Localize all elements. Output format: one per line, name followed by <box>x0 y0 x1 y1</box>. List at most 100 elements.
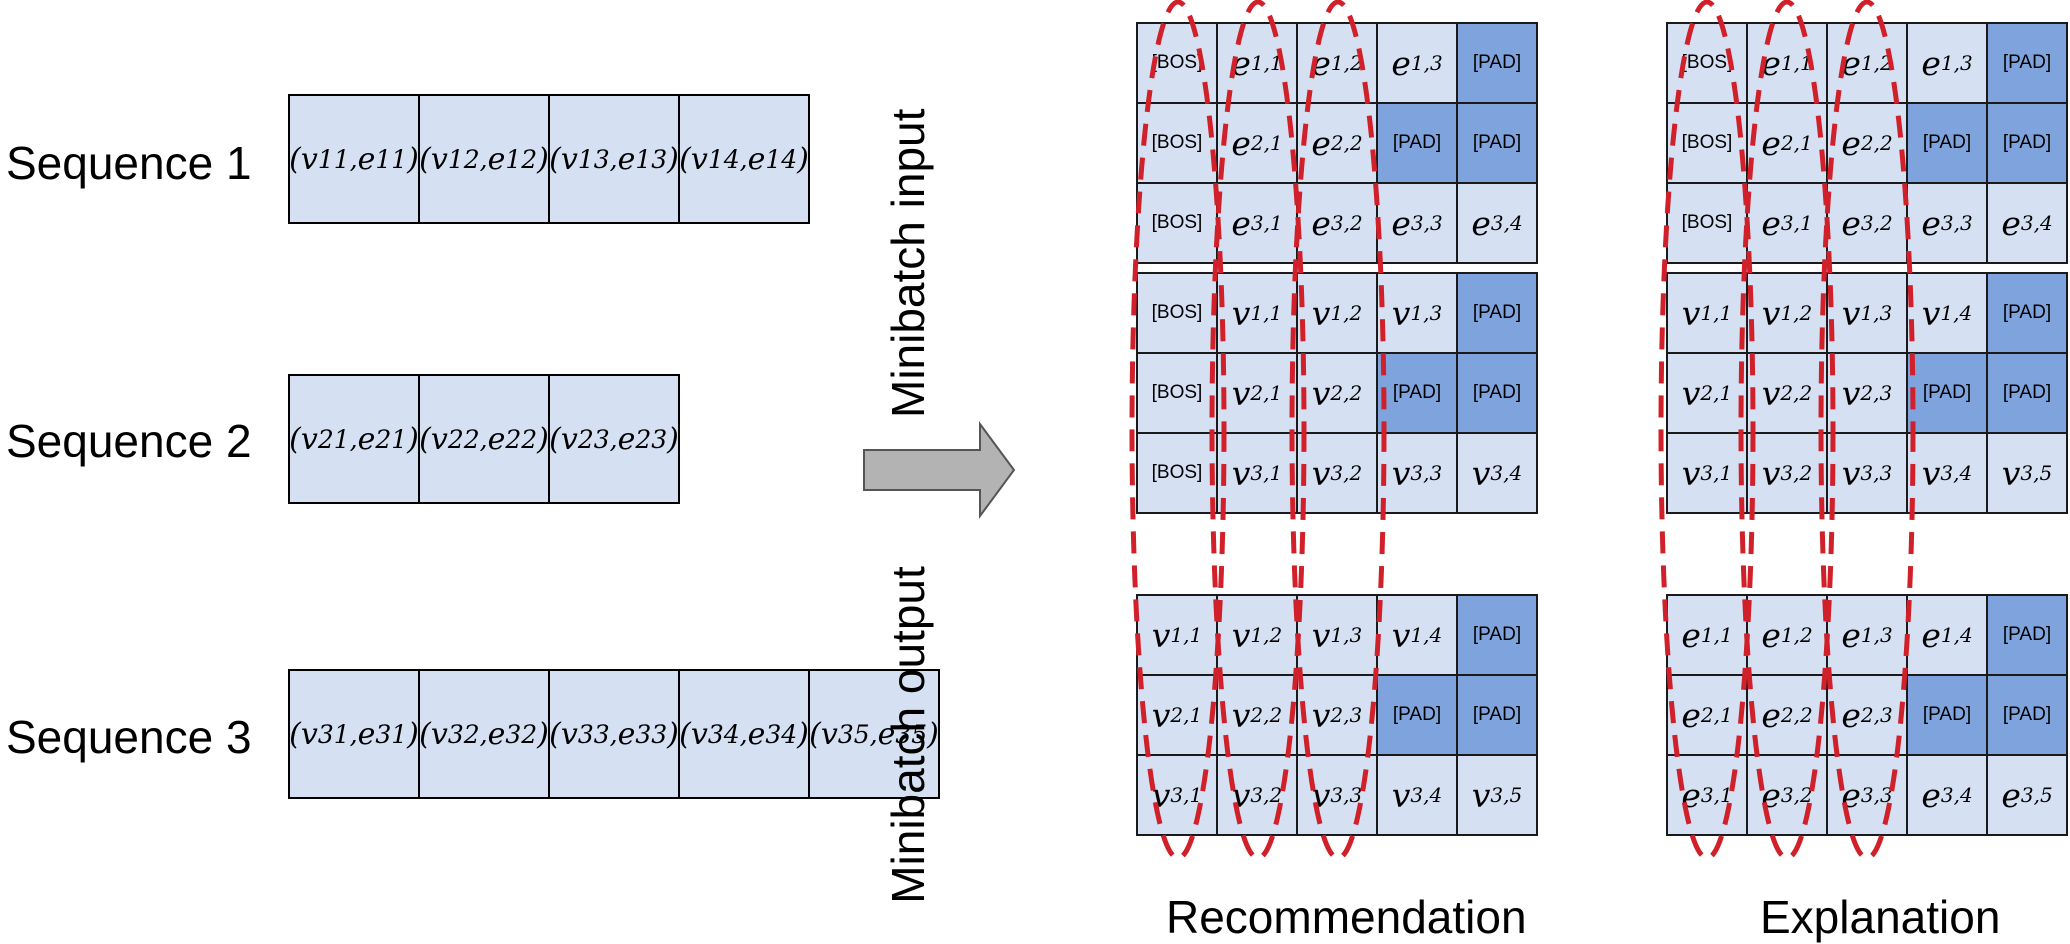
token-cell: v 3,3 <box>1298 756 1376 834</box>
token-cell: e 2,1 <box>1668 676 1746 754</box>
token-cell: e 2,2 <box>1828 104 1906 182</box>
sequence-1-row: (v 11, e 11) (v 12, e 12) (v 13, e 13) (v 14, e 14) <box>288 94 810 224</box>
token-cell: v 3,4 <box>1908 434 1986 512</box>
token-cell: e 3,1 <box>1218 184 1296 262</box>
pad-token-cell: [PAD] <box>1988 676 2066 754</box>
token-cell: e 2,1 <box>1748 104 1826 182</box>
token-cell: e 1,4 <box>1908 596 1986 674</box>
sequence-1-label: Sequence 1 <box>6 137 252 189</box>
sequence-cell: (v 21, e 21) <box>289 376 420 502</box>
sequence-cell: (v 23, e 23) <box>549 421 679 457</box>
token-cell: e 3,2 <box>1298 184 1376 262</box>
token-cell: e 3,3 <box>1378 184 1456 262</box>
token-cell: v 1,2 <box>1748 274 1826 352</box>
token-cell: e 3,1 <box>1668 756 1746 834</box>
sequence-2-label: Sequence 2 <box>6 415 252 467</box>
minibatch-output-label: Minibatch output <box>882 566 934 904</box>
token-cell: v 2,3 <box>1298 676 1376 754</box>
pad-token-cell: [PAD] <box>1458 24 1536 102</box>
token-cell: e 3,5 <box>1988 756 2066 834</box>
token-cell: e 3,3 <box>1908 184 1986 262</box>
pad-token-cell: [PAD] <box>1378 354 1456 432</box>
token-cell: v 3,2 <box>1218 756 1296 834</box>
token-cell: v 3,1 <box>1218 434 1296 512</box>
token-cell: e 3,4 <box>1458 184 1536 262</box>
token-cell: e 3,4 <box>1988 184 2066 262</box>
bos-token-cell: [BOS] <box>1668 184 1746 262</box>
bos-token-cell: [BOS] <box>1138 184 1216 262</box>
sequence-cell: (v 12, e 12) <box>419 96 550 222</box>
sequence-cell: (v 13, e 13) <box>549 96 680 222</box>
token-cell: v 2,2 <box>1298 354 1376 432</box>
token-cell: e 3,4 <box>1908 756 1986 834</box>
token-cell: v 2,2 <box>1218 676 1296 754</box>
token-cell: v 1,2 <box>1298 274 1376 352</box>
token-cell: e 2,2 <box>1298 104 1376 182</box>
pad-token-cell: [PAD] <box>1458 676 1536 754</box>
sequence-2-row: (v 21, e 21) (v 22, e 22) (v 23, e 23) <box>288 374 680 504</box>
sequence-3-label: Sequence 3 <box>6 711 252 763</box>
token-cell: e 2,2 <box>1748 676 1826 754</box>
pad-token-cell: [PAD] <box>1988 596 2066 674</box>
token-cell: v 1,1 <box>1138 596 1216 674</box>
recommendation-title: Recommendation <box>1166 891 1527 943</box>
token-cell: v 3,4 <box>1378 756 1456 834</box>
pad-token-cell: [PAD] <box>1908 104 1986 182</box>
token-cell: e 1,3 <box>1908 24 1986 102</box>
token-cell: e 1,3 <box>1828 596 1906 674</box>
token-cell: v 2,3 <box>1828 354 1906 432</box>
explanation-output-block: e 1,1 e 1,2 e 1,3 e 1,4 [PAD] e 2,1 e 2,2 e 2,3 [PAD] [P… <box>1666 594 2068 836</box>
token-cell: e 3,1 <box>1748 184 1826 262</box>
token-cell: e 2,3 <box>1828 676 1906 754</box>
token-cell: v 2,1 <box>1138 676 1216 754</box>
minibatch-input-label: Minibatch input <box>882 108 934 418</box>
sequence-cell: (v 14, e 14) <box>679 141 809 177</box>
bos-token-cell: [BOS] <box>1138 24 1216 102</box>
sequence-cell: (v 22, e 22) <box>419 376 550 502</box>
pad-token-cell: [PAD] <box>1378 676 1456 754</box>
token-cell: e 1,2 <box>1828 24 1906 102</box>
sequence-cell: (v 11, e 11) <box>289 96 420 222</box>
token-cell: v 3,5 <box>1988 434 2066 512</box>
sequence-cell: (v 32, e 32) <box>419 671 550 797</box>
right-arrow-icon <box>863 420 1016 520</box>
token-cell: e 1,1 <box>1668 596 1746 674</box>
token-cell: e 3,2 <box>1828 184 1906 262</box>
token-cell: v 1,4 <box>1378 596 1456 674</box>
explanation-input-v-block: v 1,1 v 1,2 v 1,3 v 1,4 [PAD] v 2,1 v 2,2 v 2,3 [PAD] [P… <box>1666 272 2068 514</box>
pad-token-cell: [PAD] <box>1908 676 1986 754</box>
bos-token-cell: [BOS] <box>1668 104 1746 182</box>
token-cell: e 3,2 <box>1748 756 1826 834</box>
token-cell: e 1,2 <box>1748 596 1826 674</box>
sequence-cell: (v 31, e 31) <box>289 671 420 797</box>
sequence-cell: (v 35, e 35) <box>809 716 939 752</box>
pad-token-cell: [PAD] <box>1458 596 1536 674</box>
token-cell: v 2,1 <box>1668 354 1746 432</box>
token-cell: v 2,2 <box>1748 354 1826 432</box>
token-cell: v 3,2 <box>1298 434 1376 512</box>
token-cell: v 1,3 <box>1378 274 1456 352</box>
pad-token-cell: [PAD] <box>1458 104 1536 182</box>
sequence-cell: (v 33, e 33) <box>549 671 680 797</box>
token-cell: v 3,1 <box>1668 434 1746 512</box>
token-cell: v 1,3 <box>1828 274 1906 352</box>
explanation-title: Explanation <box>1760 891 2001 943</box>
token-cell: v 3,1 <box>1138 756 1216 834</box>
bos-token-cell: [BOS] <box>1138 104 1216 182</box>
sequence-cell: (v 34, e 34) <box>679 671 810 797</box>
pad-token-cell: [PAD] <box>1908 354 1986 432</box>
token-cell: v 1,2 <box>1218 596 1296 674</box>
recommendation-output-block: v 1,1 v 1,2 v 1,3 v 1,4 [PAD] v 2,1 v 2,2 v 2,3 [PAD] [P… <box>1136 594 1538 836</box>
pad-token-cell: [PAD] <box>1988 274 2066 352</box>
token-cell: v 1,1 <box>1218 274 1296 352</box>
bos-token-cell: [BOS] <box>1138 274 1216 352</box>
explanation-input-e-block: [BOS] e 1,1 e 1,2 e 1,3 [PAD] [BOS] e 2,1 e 2,2 [PAD]… <box>1666 22 2068 264</box>
token-cell: v 3,2 <box>1748 434 1826 512</box>
token-cell: e 1,2 <box>1298 24 1376 102</box>
recommendation-input-e-block: [BOS] e 1,1 e 1,2 e 1,3 [PAD] [BOS] e 2,1 e 2,2 [PAD]… <box>1136 22 1538 264</box>
token-cell: e 1,1 <box>1748 24 1826 102</box>
recommendation-input-v-block: [BOS] v 1,1 v 1,2 v 1,3 [PAD] [BOS] v 2,1 v 2,2 [PAD]… <box>1136 272 1538 514</box>
bos-token-cell: [BOS] <box>1138 354 1216 432</box>
pad-token-cell: [PAD] <box>1988 354 2066 432</box>
token-cell: v 1,1 <box>1668 274 1746 352</box>
